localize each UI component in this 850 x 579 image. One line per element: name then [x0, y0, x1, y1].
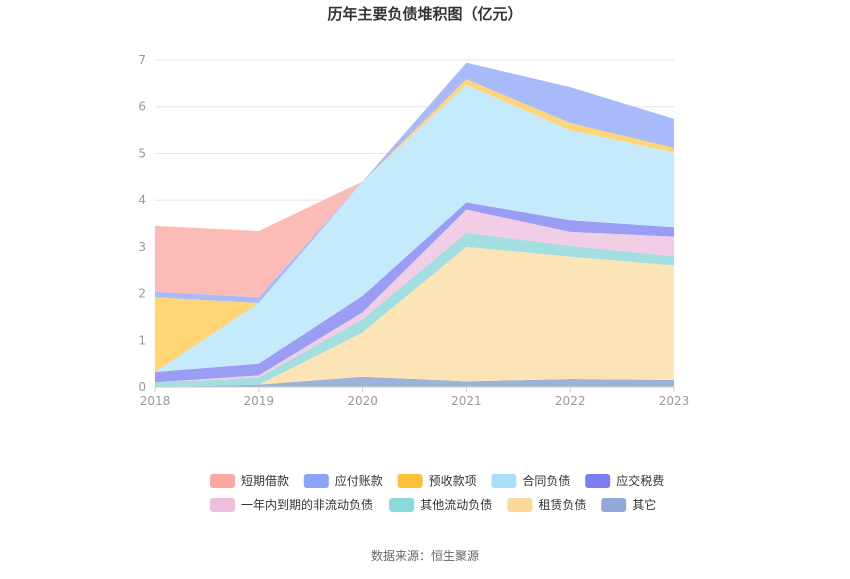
area-series [155, 62, 674, 387]
legend-label: 一年内到期的非流动负债 [241, 497, 373, 512]
legend-item[interactable]: 一年内到期的非流动负债 [210, 497, 373, 512]
legend-item[interactable]: 应交税费 [585, 473, 664, 488]
legend-swatch [507, 498, 533, 512]
legend-swatch [210, 498, 235, 512]
x-tick-label: 2021 [451, 394, 482, 408]
y-tick-label: 1 [138, 333, 146, 347]
legend-label: 租赁负债 [538, 498, 586, 512]
y-tick-label: 3 [138, 240, 146, 254]
legend-item[interactable]: 短期借款 [210, 474, 289, 488]
legend-item[interactable]: 租赁负债 [507, 498, 586, 512]
legend-swatch [601, 498, 627, 512]
legend-label: 其它 [632, 497, 656, 512]
y-tick-label: 7 [138, 53, 146, 67]
legend-label: 其他流动负债 [420, 498, 492, 512]
source-note: 数据来源：恒生聚源 [371, 548, 479, 563]
legend-item[interactable]: 预收款项 [397, 474, 477, 488]
legend-swatch [397, 474, 423, 488]
y-tick-label: 4 [138, 193, 146, 207]
legend-item[interactable]: 其他流动负债 [389, 498, 492, 512]
legend-swatch [303, 474, 329, 488]
y-tick-label: 0 [138, 380, 146, 394]
area-series-1 [155, 246, 674, 387]
legend-label: 合同负债 [522, 473, 570, 488]
y-tick-label: 5 [138, 146, 146, 160]
area-series-0 [155, 376, 674, 387]
area-series-5 [155, 84, 674, 373]
legend-label: 预收款项 [429, 474, 477, 488]
axes: 0 1 2 3 4 5 6 7 2018 2019 2020 2021 2022 2023 [138, 53, 689, 408]
y-tick-label: 2 [138, 287, 146, 301]
x-tick-label: 2022 [555, 394, 586, 408]
x-tick-label: 2018 [140, 394, 171, 408]
legend-label: 应付账款 [335, 473, 383, 488]
legend-item[interactable]: 合同负债 [491, 473, 570, 488]
legend-swatch [210, 474, 235, 488]
legend-swatch [585, 474, 611, 488]
y-tick-label: 6 [138, 100, 146, 114]
legend-swatch [491, 474, 517, 488]
legend-item[interactable]: 其它 [601, 497, 656, 512]
x-tick-label: 2020 [347, 394, 378, 408]
legend-item[interactable]: 应付账款 [303, 473, 383, 488]
x-tick-label: 2023 [659, 394, 690, 408]
legend-label: 短期借款 [241, 474, 289, 488]
legend-label: 应交税费 [616, 473, 664, 488]
x-tick-label: 2019 [244, 394, 275, 408]
area-series-8 [155, 62, 674, 298]
chart-title: 历年主要负债堆积图（亿元） [327, 5, 522, 23]
legend-swatch [389, 498, 415, 512]
